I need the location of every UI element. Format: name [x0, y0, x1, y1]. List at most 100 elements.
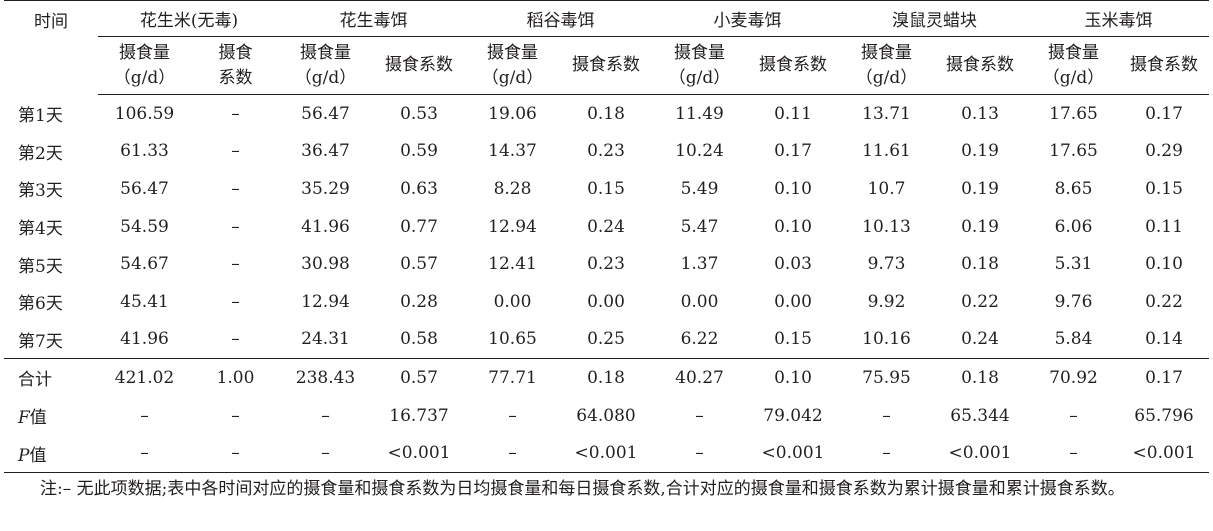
- table-cell: 0.14: [1145, 329, 1183, 350]
- table-cell: 14.37: [488, 141, 537, 162]
- table-cell: 0.23: [587, 141, 625, 162]
- table-cell: 5.47: [680, 216, 719, 237]
- table-cell: 56.47: [301, 103, 350, 124]
- row-header: 时间: [4, 0, 98, 95]
- table-cell: –: [321, 405, 330, 426]
- table-cell: 0.19: [961, 141, 999, 162]
- row-label: 第3天: [18, 181, 63, 202]
- subheader-coefficient-4: 摄食系数: [932, 36, 1029, 95]
- table-cell: 36.47: [301, 141, 350, 162]
- table-cell: 0.24: [587, 216, 625, 237]
- table-cell: 0.28: [400, 291, 438, 312]
- table-cell: –: [231, 405, 240, 426]
- row-label-suffix: 值: [29, 445, 47, 466]
- table-cell: 9.73: [867, 254, 906, 275]
- table-cell: 11.61: [862, 141, 911, 162]
- table-cell: –: [841, 434, 933, 473]
- table-cell: 0.18: [587, 103, 625, 124]
- table-cell: 12.94: [488, 216, 537, 237]
- table-cell: 10.24: [675, 141, 724, 162]
- row-label: P值: [4, 434, 98, 473]
- table-cell: –: [231, 329, 240, 350]
- table-cell: 35.29: [301, 178, 350, 199]
- table-cell: 8.28: [493, 178, 532, 199]
- table-cell: –: [280, 434, 372, 473]
- table-cell: 0.10: [745, 358, 842, 397]
- table-row: 合计 421.02 1.00 238.43 0.57 77.71 0.18 40.27 0.10…: [4, 358, 1210, 397]
- table-cell: 6.06: [1054, 216, 1093, 237]
- table-cell: 0.00: [774, 291, 812, 312]
- group-header-rice-bait: 稻谷毒饵: [467, 0, 655, 37]
- table-cell: 0.58: [400, 329, 438, 350]
- table-cell: 0.63: [400, 178, 438, 199]
- table-cell: 0.17: [1119, 358, 1210, 397]
- table-cell: 0.17: [1145, 103, 1183, 124]
- table-cell: 64.080: [576, 405, 636, 426]
- table-cell: 17.65: [1049, 141, 1098, 162]
- table-cell: –: [231, 178, 240, 199]
- table-cell: 5.31: [1054, 254, 1093, 275]
- table-cell: 24.31: [301, 329, 350, 350]
- table-cell: 6.22: [680, 329, 719, 350]
- table-cell: 17.65: [1049, 103, 1098, 124]
- table-cell: 9.92: [867, 291, 906, 312]
- table-cell: –: [1069, 405, 1078, 426]
- table-row: 第1天 106.59 – 56.47 0.53 19.06 0.18 11.49 0.11 13.…: [4, 95, 1209, 133]
- table-cell: 0.11: [1145, 216, 1183, 237]
- table-cell: <0.001: [371, 434, 468, 473]
- table-row: P值 – – – <0.001– <0.001– <0.001– <0.001– <0.001: [4, 434, 1210, 473]
- subheader-intake-4: 摄食量 （g/d）: [841, 36, 933, 95]
- table-cell: –: [231, 103, 240, 124]
- table-cell: 56.47: [120, 178, 169, 199]
- table-cell: 0.18: [932, 358, 1029, 397]
- subheader-coefficient-5: 摄食系数: [1119, 36, 1210, 95]
- table-cell: 61.33: [120, 141, 169, 162]
- subheader-coefficient-1: 摄食系数: [371, 36, 468, 95]
- table-cell: –: [191, 434, 281, 473]
- table-cell: 0.23: [587, 254, 625, 275]
- table-note: 注:– 无此项数据;表中各时间对应的摄食量和摄食系数为日均摄食量和每日摄食系数,…: [40, 478, 1125, 499]
- subheader-coefficient-3: 摄食系数: [745, 36, 842, 95]
- table-cell: 0.13: [961, 103, 999, 124]
- table-cell: –: [98, 434, 191, 473]
- table-cell: –: [1028, 434, 1120, 473]
- table-cell: 0.00: [493, 291, 532, 312]
- table-cell: 0.24: [961, 329, 999, 350]
- row-label: 第2天: [18, 143, 63, 164]
- table-cell: <0.001: [932, 434, 1029, 473]
- table-row: 第5天 54.67 – 30.98 0.57 12.41 0.23 1.37 0.03 9.73 0…: [4, 245, 1209, 283]
- table-cell: 79.042: [763, 405, 823, 426]
- table-cell: 0.10: [1145, 254, 1183, 275]
- row-label: 第6天: [18, 294, 63, 315]
- table-cell: 0.19: [961, 216, 999, 237]
- table-cell: 11.49: [675, 103, 724, 124]
- row-label: 第4天: [18, 219, 63, 240]
- row-label: 第7天: [18, 331, 63, 352]
- feeding-table: 时间 花生米(无毒) 花生毒饵 稻谷毒饵 小麦毒饵 溴鼠灵蜡块 玉米毒饵 摄食量…: [4, 0, 1210, 473]
- table-cell: 0.10: [774, 216, 812, 237]
- table-cell: –: [654, 434, 746, 473]
- table-cell: 75.95: [841, 358, 933, 397]
- table-cell: 0.10: [774, 178, 812, 199]
- table-cell: 5.84: [1054, 329, 1093, 350]
- table-cell: –: [231, 216, 240, 237]
- row-label: 第5天: [18, 256, 63, 277]
- table-cell: 10.13: [862, 216, 911, 237]
- subheader-intake-3: 摄食量 （g/d）: [654, 36, 746, 95]
- table-cell: 54.67: [120, 254, 169, 275]
- table-cell: 65.344: [950, 405, 1010, 426]
- table-cell: 77.71: [467, 358, 559, 397]
- table-cell: <0.001: [745, 434, 842, 473]
- table-cell: 0.59: [400, 141, 438, 162]
- table-cell: 0.57: [400, 254, 438, 275]
- table-cell: 41.96: [301, 216, 350, 237]
- table-cell: –: [231, 291, 240, 312]
- table-cell: 70.92: [1028, 358, 1120, 397]
- subheader-intake-5: 摄食量 （g/d）: [1028, 36, 1120, 95]
- table-cell: 0.15: [774, 329, 812, 350]
- subheader-intake-0: 摄食量 （g/d）: [98, 36, 191, 95]
- table-cell: 0.11: [774, 103, 812, 124]
- table-cell: 0.22: [1145, 291, 1183, 312]
- table-cell: 10.16: [862, 329, 911, 350]
